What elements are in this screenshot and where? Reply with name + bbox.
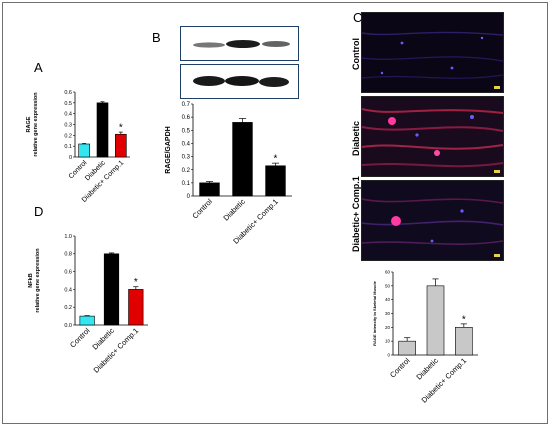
y-tick-label: 0.3 [182, 155, 191, 161]
bar [103, 253, 120, 326]
y-tick-label: 0.7 [182, 102, 191, 108]
y-tick-label: 0.6 [64, 270, 72, 276]
y-tick-label: 0.5 [182, 128, 191, 134]
panel-label-a: A [34, 60, 43, 75]
y-tick-label: 1.0 [64, 234, 72, 240]
y-tick-label: 0.6 [182, 115, 191, 121]
y-tick-label: 0.1 [182, 181, 191, 187]
y-tick-label: 0.2 [182, 168, 191, 174]
y-tick-label: 0.5 [64, 101, 72, 107]
bar [128, 289, 144, 326]
y-axis-label: NFkB [28, 273, 34, 287]
y-tick-label: 0.6 [64, 90, 72, 96]
y-axis-label: relative gene expression [33, 92, 39, 157]
significance-marker: * [462, 314, 466, 325]
micrograph-diabetic-comp1 [361, 180, 504, 261]
scale-bar [494, 170, 500, 173]
blot-band [262, 41, 290, 47]
micrograph-control-texture [362, 31, 503, 79]
y-tick-label: 0.4 [182, 142, 191, 148]
x-tick-label: Control [68, 326, 92, 350]
y-tick-label: 0 [187, 194, 191, 200]
scale-bar [494, 86, 500, 89]
blot-band [259, 77, 289, 87]
blot-gapdh [180, 64, 299, 99]
blot-band [226, 40, 260, 48]
y-axis-label: RAGE [26, 116, 32, 132]
bar [79, 315, 95, 326]
micrograph-control [361, 12, 504, 93]
panel-label-b: B [152, 30, 161, 45]
y-axis-label: RAGE/GAPDH [165, 126, 172, 173]
micrograph-comp1-texture [362, 198, 503, 245]
blot-band [193, 42, 225, 48]
x-tick-label: Diabetic+ Comp.1 [92, 326, 141, 375]
y-tick-label: 0.4 [64, 287, 72, 293]
blot-band [225, 76, 259, 86]
y-tick-label: 0.4 [64, 112, 72, 118]
micrograph-diabetic-texture [362, 108, 503, 168]
y-tick-label: 10 [385, 339, 391, 344]
panel-label-c: C [353, 10, 363, 25]
y-tick-label: 30 [385, 311, 391, 316]
significance-marker: * [119, 123, 123, 134]
y-tick-label: 0.2 [64, 305, 72, 311]
y-axis-label: RAGE Intensity in Skeletal Muscle [372, 280, 377, 345]
blot-band [193, 76, 225, 86]
y-tick-label: 40 [385, 297, 391, 302]
y-tick-label: 20 [385, 325, 391, 330]
blot-gapdh-bands [193, 76, 289, 87]
y-tick-label: 0.2 [64, 133, 72, 139]
y-axis-label: relative gene expression [35, 248, 41, 313]
y-tick-label: 0.3 [64, 122, 72, 128]
y-tick-label: 0.0 [64, 323, 72, 329]
blot-rage-bands [193, 40, 290, 48]
y-tick-label: 60 [385, 270, 391, 275]
significance-marker: * [134, 277, 138, 288]
scale-bar [494, 254, 500, 257]
y-tick-label: 0.8 [64, 252, 72, 258]
y-tick-label: 50 [385, 283, 391, 288]
significance-marker: * [274, 154, 278, 165]
y-tick-label: 0 [387, 353, 390, 358]
micrograph-diabetic [361, 96, 504, 177]
y-tick-label: 0 [69, 155, 72, 161]
y-tick-label: 0.1 [64, 144, 72, 150]
blot-rage [180, 26, 299, 61]
panel-label-d: D [34, 204, 44, 219]
